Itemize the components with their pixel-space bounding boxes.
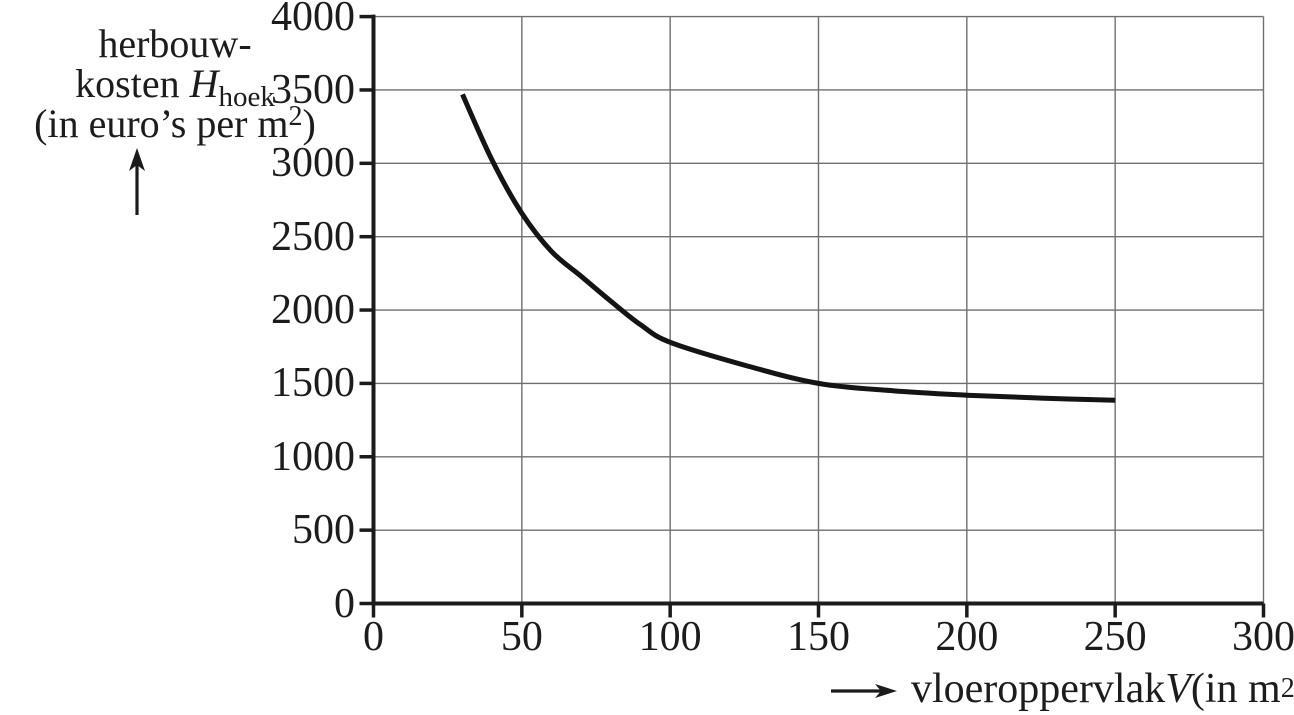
y-tick-label: 3500: [271, 66, 355, 113]
x-tick-label: 300: [1232, 614, 1294, 660]
x-tick-label: 150: [787, 614, 850, 660]
y-axis-title: herbouw- kosten Hhoek (in euro’s per m2): [0, 24, 350, 144]
x-axis-title: vloeroppervlak V (in m2): [831, 664, 1294, 714]
y-tick-label: 500: [292, 507, 355, 554]
y-tick-label: 1500: [271, 360, 355, 407]
y-tick-label: 2000: [271, 287, 355, 334]
x-tick-label: 100: [638, 614, 702, 660]
y-axis-title-text2: kosten: [75, 61, 190, 106]
y-axis-title-line1: herbouw-: [0, 24, 350, 64]
y-axis-variable: H: [189, 61, 219, 106]
y-axis-unit-text: (in euro’s per m: [34, 101, 289, 146]
x-axis-unit-text: (in m: [1190, 666, 1281, 712]
y-axis-title-line3: (in euro’s per m2): [0, 101, 350, 146]
y-tick-label: 1000: [271, 433, 355, 480]
x-axis-right-arrow-icon: [831, 684, 897, 698]
y-tick-label: 3000: [271, 140, 355, 187]
y-axis-title-text1: herbouw-: [98, 21, 252, 66]
x-axis-title-text: vloeroppervlak: [911, 666, 1166, 712]
y-axis-unit-close: ): [302, 101, 316, 146]
data-curve: [460, 93, 1116, 403]
y-tick-label: 2500: [271, 213, 355, 260]
x-tick-label: 200: [935, 614, 999, 660]
x-tick-label: 50: [500, 614, 543, 660]
y-axis-up-arrow-icon: [129, 148, 145, 215]
y-axis-variable-subscript: hoek: [218, 81, 275, 113]
x-tick-label: 250: [1083, 614, 1147, 660]
y-tick-label: 4000: [271, 0, 355, 40]
y-tick-label: 0: [334, 580, 355, 627]
y-axis-unit-exponent: 2: [288, 101, 303, 132]
x-axis-variable: V: [1165, 666, 1191, 712]
x-tick-label: 0: [363, 614, 384, 660]
y-axis-title-line2: kosten Hhoek: [0, 61, 350, 112]
